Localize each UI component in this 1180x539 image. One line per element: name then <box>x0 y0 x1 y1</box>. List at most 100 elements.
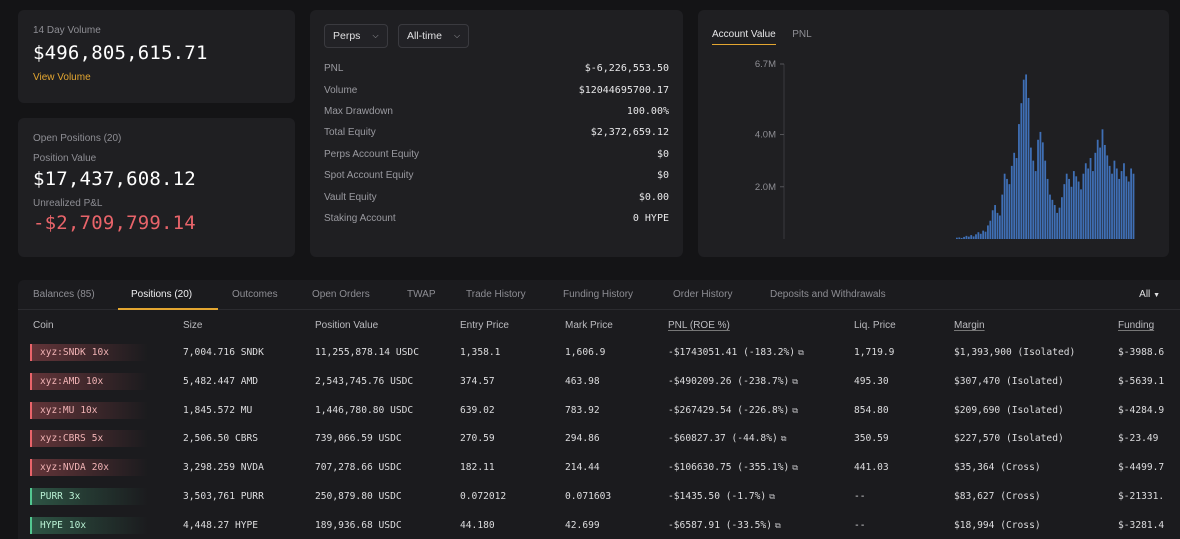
y-tick-label: 4.0M <box>755 130 776 141</box>
funding-cell-text: $-4284.9 <box>1118 404 1165 416</box>
table-row[interactable]: xyz:MU 10x 1,845.572 MU 1,446,780.80 USDC 63… <box>18 397 1180 426</box>
tab-outcomes[interactable]: Outcomes <box>232 289 278 300</box>
stat-value: $0.00 <box>638 191 669 203</box>
header-mark-price[interactable]: Mark Price <box>565 320 613 331</box>
chart-bar <box>1089 158 1092 239</box>
header-liq-price[interactable]: Liq. Price <box>854 320 896 331</box>
positions-table-panel: Balances (85) Positions (20) Outcomes Open … <box>18 280 1180 539</box>
account-stats-card: Perps ⌵ All-time ⌵ PNL $-6,226,553.50 Volume… <box>310 10 683 257</box>
chart-bar <box>1068 178 1070 239</box>
header-coin[interactable]: Coin <box>33 320 54 331</box>
market-type-dropdown[interactable]: Perps ⌵ <box>324 24 388 48</box>
share-icon[interactable]: ⧉ <box>792 405 799 415</box>
tab-funding-history[interactable]: Funding History <box>563 289 634 300</box>
size-cell: 5,482.447 AMD <box>183 376 258 387</box>
time-range-dropdown[interactable]: All-time ⌵ <box>397 24 470 48</box>
entry-price-cell: 182.11 <box>460 462 495 473</box>
margin-cell-text: $35,364 (Cross) <box>954 462 1041 474</box>
share-icon[interactable]: ⧉ <box>798 348 804 357</box>
table-row[interactable]: xyz:SNDK 10x 7,004.716 SNDK 11,255,878.14 U… <box>18 339 1180 368</box>
chart-bar <box>998 215 1001 239</box>
header-position-value[interactable]: Position Value <box>315 320 379 331</box>
chart-bar <box>970 235 973 239</box>
account-value-chart: 6.7M 4.0M 2.0M <box>755 59 1135 240</box>
pnl-cell: -$490209.26 (-238.7%) ⧉ <box>668 376 798 387</box>
header-size[interactable]: Size <box>183 320 203 331</box>
leverage: 10x <box>68 519 87 531</box>
chart-bar <box>1075 176 1078 239</box>
chart-bar <box>1087 168 1090 239</box>
size-cell: 3,298.259 NVDA <box>183 462 264 473</box>
chart-bar <box>1108 165 1111 239</box>
chart-bar <box>1053 205 1056 239</box>
filter-dropdown[interactable]: All ▼ <box>1139 289 1160 300</box>
entry-price-cell-text: 270.59 <box>460 433 495 445</box>
share-icon[interactable]: ⧉ <box>769 492 775 501</box>
chart-bar <box>1027 97 1030 240</box>
header-entry-price[interactable]: Entry Price <box>460 320 509 331</box>
liq-price-cell: -- <box>854 520 866 531</box>
volume-label: 14 Day Volume <box>33 25 101 36</box>
liq-price-cell-text: 495.30 <box>854 375 889 387</box>
position-value: $17,437,608.12 <box>33 168 196 190</box>
table-row[interactable]: PURR 3x 3,503,761 PURR 250,879.80 USDC 0.072… <box>18 483 1180 512</box>
tab-twap[interactable]: TWAP <box>407 289 436 300</box>
coin-chip[interactable]: PURR 3x <box>30 488 148 505</box>
header-funding[interactable]: Funding <box>1118 320 1155 331</box>
chart-bar <box>1039 131 1042 239</box>
margin-cell: $307,470 (Isolated) <box>954 376 1064 387</box>
position-value-cell: 739,066.59 USDC <box>315 433 402 444</box>
coin-chip[interactable]: xyz:SNDK 10x <box>30 344 148 361</box>
chart-bar <box>1082 173 1085 239</box>
chart-bar <box>1015 158 1018 239</box>
share-icon[interactable]: ⧉ <box>792 463 799 473</box>
liq-price-cell-text: 350.59 <box>854 433 889 445</box>
coin-chip[interactable]: xyz:MU 10x <box>30 401 148 419</box>
tab-pnl[interactable]: PNL <box>792 29 812 40</box>
share-icon[interactable]: ⧉ <box>774 520 781 530</box>
chart-bar <box>1001 194 1004 239</box>
entry-price-cell: 1,358.1 <box>460 347 500 358</box>
coin-chip[interactable]: xyz:CBRS 5x <box>30 430 148 448</box>
tab-open-orders[interactable]: Open Orders <box>312 289 370 300</box>
stat-value: 100.00% <box>626 105 669 117</box>
stat-value: $0 <box>656 170 669 182</box>
share-icon[interactable]: ⧉ <box>792 376 799 386</box>
tab-balances[interactable]: Balances (85) <box>33 289 95 300</box>
stat-row: Perps Account Equity $0 <box>324 144 669 165</box>
unrealized-pnl-label: Unrealized P&L <box>33 198 103 209</box>
tab-deposits-and-withdrawals[interactable]: Deposits and Withdrawals <box>770 289 886 300</box>
coin-chip[interactable]: xyz:AMD 10x <box>30 372 148 390</box>
stat-key: Spot Account Equity <box>324 170 414 182</box>
mark-price-cell: 42.699 <box>565 520 600 531</box>
share-icon[interactable]: ⧉ <box>780 434 787 444</box>
header-margin[interactable]: Margin <box>954 320 985 331</box>
mark-price-cell: 1,606.9 <box>565 347 605 358</box>
coin-name: xyz:MU <box>40 404 75 416</box>
table-row[interactable]: HYPE 10x 4,448.27 HYPE 189,936.68 USDC 44.18… <box>18 512 1180 539</box>
table-row[interactable]: xyz:AMD 10x 5,482.447 AMD 2,543,745.76 USDC… <box>18 368 1180 397</box>
unrealized-pnl-value: -$2,709,799.14 <box>33 212 196 234</box>
view-volume-link[interactable]: View Volume <box>33 72 91 83</box>
leverage: 10x <box>80 404 98 416</box>
coin-chip[interactable]: HYPE 10x <box>30 516 148 534</box>
tab-account-value[interactable]: Account Value <box>712 29 776 45</box>
table-row[interactable]: xyz:NVDA 20x 3,298.259 NVDA 707,278.66 USDC… <box>18 454 1180 483</box>
position-value-cell-text: 707,278.66 USDC <box>315 462 402 474</box>
liq-price-cell: 854.80 <box>854 405 889 416</box>
coin-chip[interactable]: xyz:NVDA 20x <box>30 459 148 477</box>
pnl-cell: -$6587.91 (-33.5%) ⧉ <box>668 520 781 531</box>
chart-bar <box>1013 152 1016 239</box>
stat-key: Perps Account Equity <box>324 148 420 160</box>
funding-cell-text: $-4499.7 <box>1118 462 1165 474</box>
chart-bar <box>996 212 999 239</box>
table-row[interactable]: xyz:CBRS 5x 2,506.50 CBRS 739,066.59 USDC 27… <box>18 425 1180 454</box>
tab-positions[interactable]: Positions (20) <box>131 289 193 300</box>
header-pnl[interactable]: PNL (ROE %) <box>668 320 730 331</box>
margin-cell-text: $227,570 (Isolated) <box>954 433 1064 445</box>
tab-order-history[interactable]: Order History <box>673 289 733 300</box>
funding-cell-text: $-21331. <box>1118 491 1165 502</box>
leverage: 20x <box>91 462 109 474</box>
tab-trade-history[interactable]: Trade History <box>466 289 526 300</box>
chart-bar <box>989 220 992 239</box>
